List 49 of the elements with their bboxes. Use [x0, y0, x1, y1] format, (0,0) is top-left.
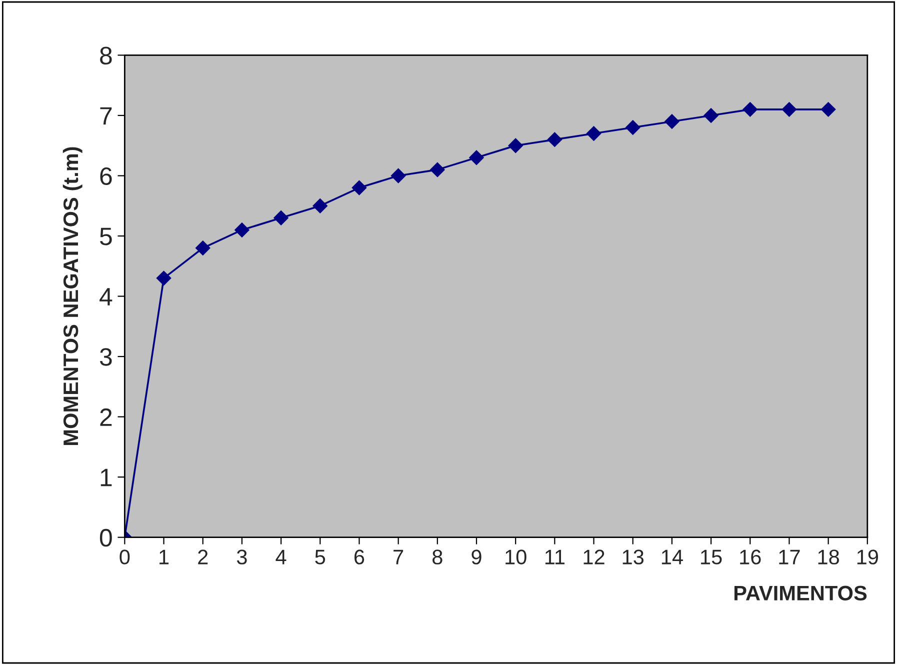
point — [742, 102, 758, 117]
x-tick-label: 1 — [160, 550, 169, 564]
x-tick-label: 15 — [701, 550, 722, 564]
point — [820, 102, 836, 117]
point — [195, 240, 210, 256]
x-tick-label: 16 — [740, 550, 761, 564]
y-tick-label: 2 — [100, 408, 112, 426]
x-tick-label: 5 — [315, 550, 326, 564]
x-tick-label: 19 — [857, 550, 878, 564]
x-axis-title: PAVIMENTOS — [734, 586, 867, 601]
y-tick-label: 3 — [100, 348, 112, 366]
x-tick-label: 9 — [472, 550, 482, 564]
x-tick-label: 10 — [506, 550, 526, 564]
x-tick-label: 8 — [432, 550, 442, 564]
point — [664, 114, 680, 129]
point — [782, 102, 797, 117]
y-tick-label: 8 — [100, 46, 112, 64]
y-axis-title: MOMENTOS NEGATIVOS (t.m) — [62, 147, 82, 445]
y-tick-label: 1 — [100, 468, 112, 486]
point — [390, 168, 406, 184]
x-tick-label: 17 — [779, 550, 800, 564]
x-tick-label: 12 — [584, 550, 604, 564]
point — [430, 162, 445, 178]
x-tick-label: 4 — [276, 550, 286, 564]
point — [508, 138, 523, 153]
point — [312, 198, 328, 214]
x-tick-label: 2 — [198, 550, 208, 564]
y-tick-label: 5 — [100, 228, 112, 246]
x-tick-label: 14 — [662, 550, 683, 564]
x-tick-label: 11 — [545, 550, 564, 564]
x-tick-label: 6 — [354, 550, 364, 564]
x-tick-label: 13 — [622, 550, 644, 564]
x-tick-label: 0 — [120, 550, 130, 564]
x-tick-label: 3 — [236, 550, 247, 564]
point — [274, 210, 288, 226]
x-tick-label: 7 — [394, 550, 404, 564]
x-tick-label: 18 — [818, 550, 839, 564]
point — [704, 108, 718, 123]
point — [547, 132, 562, 147]
point — [352, 180, 367, 196]
point — [625, 120, 640, 135]
point — [156, 270, 172, 286]
y-tick-label: 6 — [100, 167, 112, 186]
y-tick-label: 4 — [100, 288, 112, 306]
point — [469, 150, 484, 166]
point — [234, 222, 250, 238]
point — [586, 126, 602, 141]
y-tick-label: 0 — [100, 528, 112, 547]
y-tick-label: 7 — [100, 107, 112, 125]
